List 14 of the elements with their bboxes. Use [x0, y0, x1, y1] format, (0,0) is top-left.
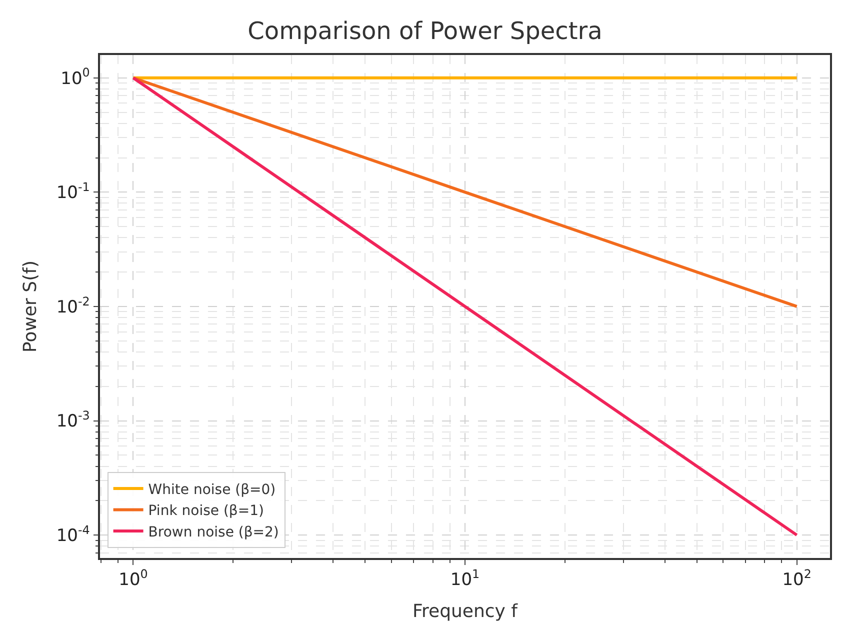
x-tick-label: 10$^{1}$	[450, 567, 480, 590]
chart-title: Comparison of Power Spectra	[248, 16, 602, 45]
x-tick-label: 10$^{0}$	[118, 567, 148, 590]
y-tick-label: 10$^{-1}$	[56, 180, 90, 204]
y-axis-title: Power S(f)	[20, 260, 42, 352]
y-tick-label: 10$^{-2}$	[56, 294, 90, 318]
legend-label: White noise (β=0)	[148, 482, 276, 498]
legend-label: Brown noise (β=2)	[148, 524, 279, 540]
legend-label: Pink noise (β=1)	[148, 503, 264, 520]
y-tick-label: 10$^{-4}$	[56, 522, 90, 546]
x-tick-label: 10$^{2}$	[782, 567, 812, 590]
x-axis-title: Frequency f	[412, 600, 518, 622]
y-tick-label: 10$^{0}$	[60, 66, 90, 89]
y-tick-label: 10$^{-3}$	[56, 408, 90, 432]
